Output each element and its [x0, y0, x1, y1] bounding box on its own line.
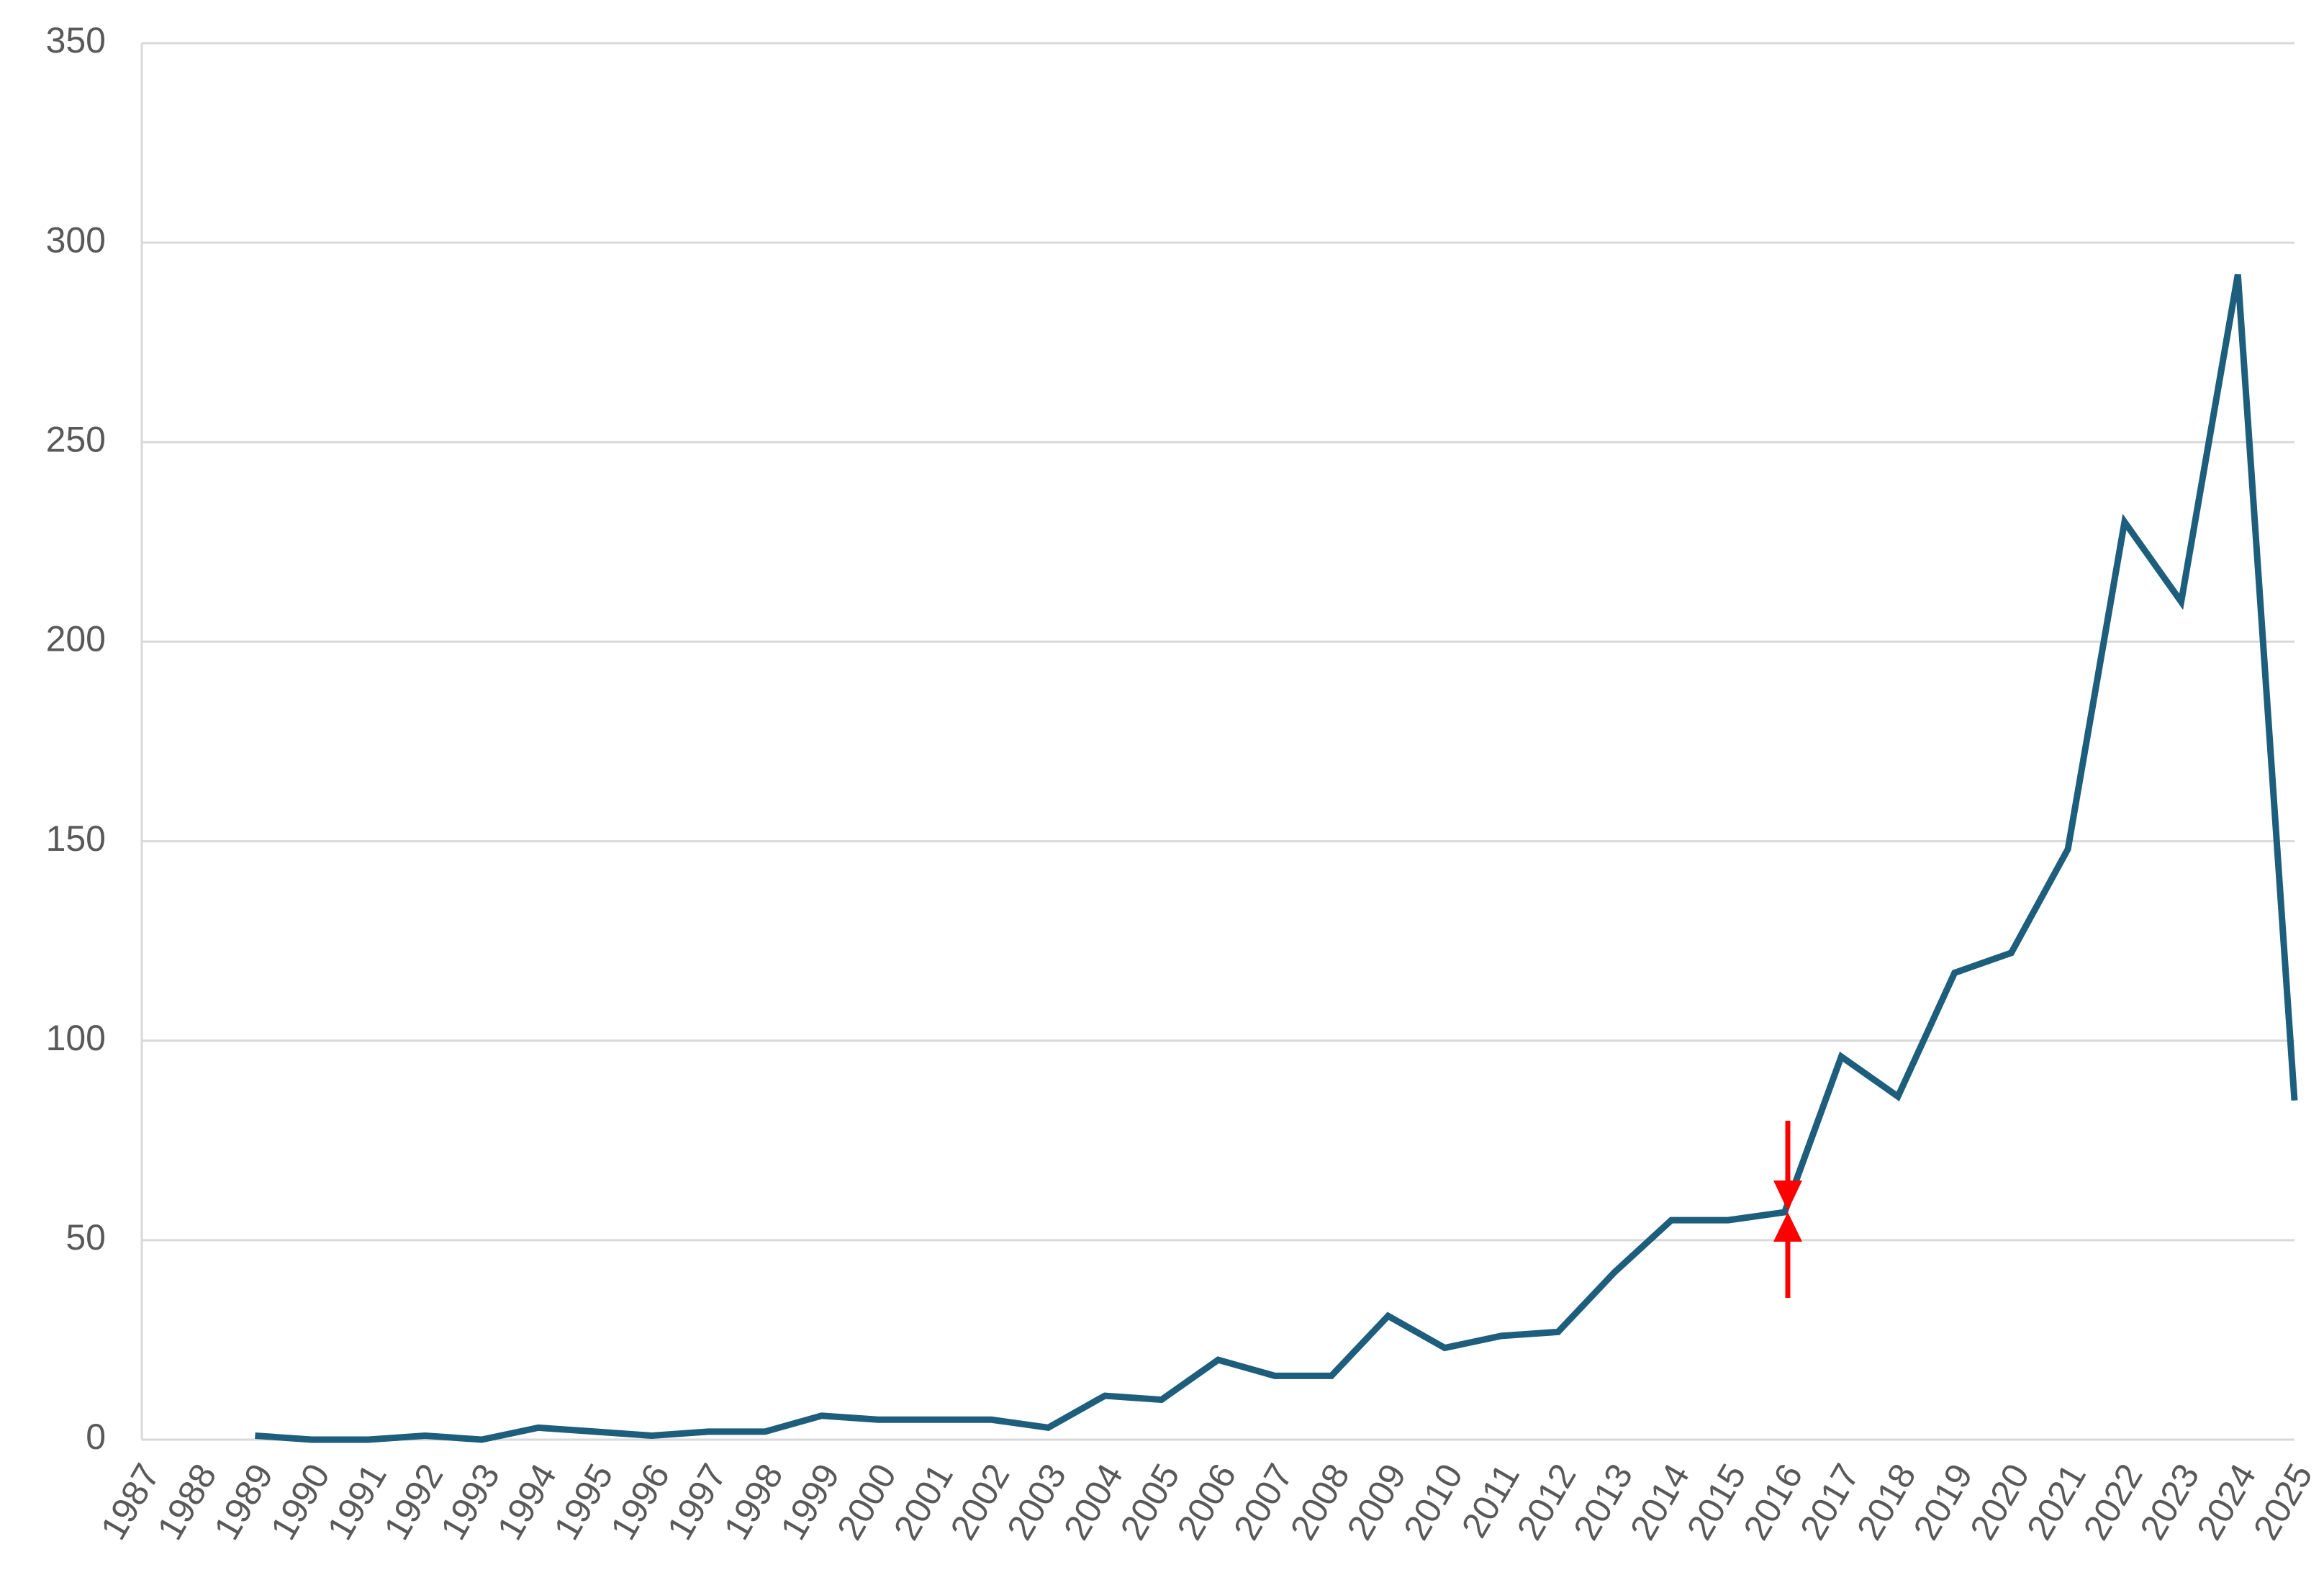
x-tick-label: 2008 — [1283, 1457, 1357, 1546]
x-tick-label: 1998 — [716, 1457, 791, 1546]
x-tick-label: 1990 — [263, 1457, 338, 1546]
x-tick-label: 2016 — [1735, 1457, 1810, 1546]
annotation-arrows — [1773, 1121, 1802, 1298]
x-tick-label: 2025 — [2246, 1457, 2320, 1546]
x-tick-label: 2024 — [2189, 1457, 2264, 1546]
x-tick-label: 2018 — [1849, 1457, 1924, 1546]
x-tick-label: 2019 — [1906, 1457, 1981, 1546]
x-tick-label: 2023 — [2132, 1457, 2207, 1546]
x-tick-label: 2004 — [1056, 1457, 1131, 1546]
x-tick-label: 2014 — [1622, 1457, 1697, 1546]
x-tick-label: 1992 — [376, 1457, 451, 1546]
x-tick-label: 1989 — [206, 1457, 281, 1546]
x-tick-label: 1999 — [772, 1457, 847, 1546]
x-tick-label: 2012 — [1509, 1457, 1584, 1546]
y-tick-label: 300 — [46, 220, 106, 260]
y-tick-label: 50 — [65, 1217, 106, 1258]
arrow-up-head — [1773, 1212, 1802, 1242]
y-tick-label: 200 — [46, 619, 106, 659]
x-tick-label: 2009 — [1339, 1457, 1414, 1546]
x-tick-label: 2020 — [1962, 1457, 2037, 1546]
x-tick-label: 1993 — [433, 1457, 507, 1546]
x-tick-label: 2013 — [1565, 1457, 1640, 1546]
y-tick-label: 350 — [46, 20, 106, 60]
y-tick-label: 100 — [46, 1018, 106, 1058]
y-tick-label: 0 — [86, 1417, 106, 1457]
data-line — [255, 274, 2298, 1443]
x-tick-label: 2006 — [1169, 1457, 1244, 1546]
x-tick-label: 2003 — [999, 1457, 1074, 1546]
x-tick-label: 2002 — [943, 1457, 1018, 1546]
x-tick-label: 2015 — [1679, 1457, 1754, 1546]
x-tick-label: 2005 — [1113, 1457, 1188, 1546]
x-tick-label: 1988 — [150, 1457, 225, 1546]
x-tick-label: 1987 — [93, 1457, 168, 1546]
x-tick-label: 1995 — [546, 1457, 621, 1546]
x-tick-label: 1996 — [602, 1457, 677, 1546]
x-tick-label: 2017 — [1792, 1457, 1867, 1546]
x-tick-label: 1994 — [489, 1457, 564, 1546]
x-tick-label: 2022 — [2076, 1457, 2151, 1546]
x-tick-label: 2007 — [1226, 1457, 1301, 1546]
x-tick-label: 1997 — [659, 1457, 734, 1546]
x-tick-label: 2000 — [829, 1457, 904, 1546]
x-tick-label: 2001 — [886, 1457, 961, 1546]
x-tick-label: 2021 — [2019, 1457, 2094, 1546]
y-tick-label: 150 — [46, 818, 106, 859]
x-tick-label: 1991 — [320, 1457, 394, 1546]
y-tick-label: 250 — [46, 419, 106, 459]
arrow-down-head — [1773, 1181, 1802, 1211]
x-tick-label: 2010 — [1396, 1457, 1470, 1546]
